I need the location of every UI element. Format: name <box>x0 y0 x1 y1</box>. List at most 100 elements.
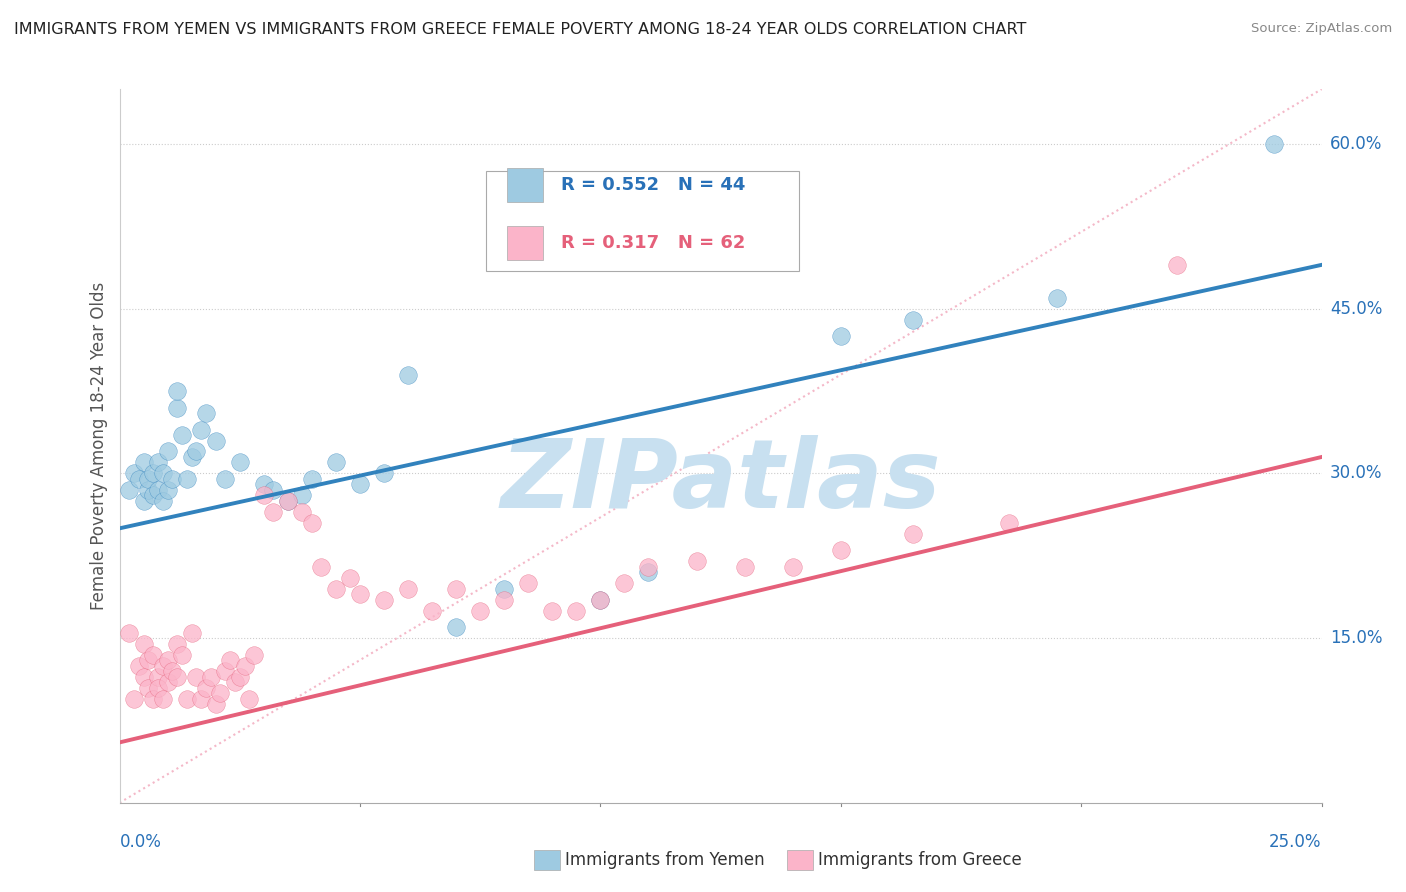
Point <box>138 681 160 695</box>
Point <box>253 488 276 502</box>
Point <box>142 467 165 481</box>
Point <box>468 604 492 618</box>
Point <box>195 406 218 420</box>
Point <box>214 664 236 678</box>
Text: Immigrants from Greece: Immigrants from Greece <box>818 851 1022 869</box>
Point <box>517 576 540 591</box>
Point <box>349 587 371 601</box>
Point <box>228 455 252 469</box>
Point <box>277 494 299 508</box>
Point <box>128 658 150 673</box>
Point <box>1263 137 1285 152</box>
Point <box>420 604 443 618</box>
Point <box>162 664 184 678</box>
Point <box>156 483 179 497</box>
Text: Source: ZipAtlas.com: Source: ZipAtlas.com <box>1251 22 1392 36</box>
Point <box>162 472 184 486</box>
Point <box>132 494 155 508</box>
Point <box>998 516 1021 530</box>
Point <box>901 312 924 326</box>
Point <box>228 669 252 683</box>
Point <box>373 467 395 481</box>
Point <box>291 505 314 519</box>
Text: 60.0%: 60.0% <box>1330 135 1382 153</box>
Point <box>301 472 323 486</box>
Point <box>195 681 218 695</box>
Point <box>180 450 202 464</box>
Point <box>233 658 256 673</box>
Point <box>166 384 188 398</box>
Point <box>152 658 174 673</box>
Point <box>238 691 260 706</box>
Point <box>186 444 208 458</box>
Point <box>122 467 145 481</box>
Point <box>204 434 226 448</box>
Point <box>146 455 169 469</box>
Point <box>830 543 852 558</box>
Point <box>339 571 361 585</box>
Point <box>277 494 299 508</box>
Point <box>444 582 467 596</box>
Point <box>146 669 169 683</box>
Point <box>152 494 174 508</box>
Y-axis label: Female Poverty Among 18-24 Year Olds: Female Poverty Among 18-24 Year Olds <box>90 282 108 610</box>
Point <box>118 483 141 497</box>
Point <box>156 444 179 458</box>
Point <box>637 559 659 574</box>
Point <box>734 559 756 574</box>
Point <box>200 669 222 683</box>
Point <box>1046 291 1069 305</box>
Point <box>243 648 266 662</box>
Point <box>349 477 371 491</box>
Point <box>782 559 804 574</box>
Text: 25.0%: 25.0% <box>1270 833 1322 851</box>
Text: R = 0.552   N = 44: R = 0.552 N = 44 <box>561 176 745 194</box>
Text: ZIPatlas: ZIPatlas <box>501 435 941 528</box>
Point <box>637 566 659 580</box>
Point <box>325 582 347 596</box>
Point <box>190 691 212 706</box>
Point <box>132 455 155 469</box>
Point <box>311 559 333 574</box>
Text: 45.0%: 45.0% <box>1330 300 1382 318</box>
Point <box>494 582 516 596</box>
Point <box>170 428 193 442</box>
Point <box>166 669 188 683</box>
Text: R = 0.317   N = 62: R = 0.317 N = 62 <box>561 235 745 252</box>
Point <box>138 472 160 486</box>
Point <box>190 423 212 437</box>
Text: 15.0%: 15.0% <box>1330 629 1382 647</box>
Point <box>142 488 165 502</box>
Point <box>325 455 347 469</box>
Text: 30.0%: 30.0% <box>1330 465 1382 483</box>
Point <box>152 691 174 706</box>
Text: IMMIGRANTS FROM YEMEN VS IMMIGRANTS FROM GREECE FEMALE POVERTY AMONG 18-24 YEAR : IMMIGRANTS FROM YEMEN VS IMMIGRANTS FROM… <box>14 22 1026 37</box>
Point <box>142 691 165 706</box>
Point <box>444 620 467 634</box>
Point <box>122 691 145 706</box>
Point <box>396 368 419 382</box>
Point <box>118 625 141 640</box>
Point <box>301 516 323 530</box>
Point <box>132 637 155 651</box>
Point <box>565 604 588 618</box>
FancyBboxPatch shape <box>486 171 799 271</box>
Point <box>138 483 160 497</box>
Point <box>830 329 852 343</box>
Point <box>152 467 174 481</box>
Point <box>166 401 188 415</box>
Point <box>132 669 155 683</box>
Point <box>262 505 284 519</box>
Point <box>146 681 169 695</box>
Point <box>224 675 246 690</box>
Point <box>214 472 236 486</box>
Bar <box>506 227 543 260</box>
Text: Immigrants from Yemen: Immigrants from Yemen <box>565 851 765 869</box>
Point <box>146 483 169 497</box>
Point <box>396 582 419 596</box>
Text: 0.0%: 0.0% <box>120 833 162 851</box>
Point <box>204 697 226 711</box>
Point <box>613 576 636 591</box>
Point <box>685 554 707 568</box>
Point <box>291 488 314 502</box>
